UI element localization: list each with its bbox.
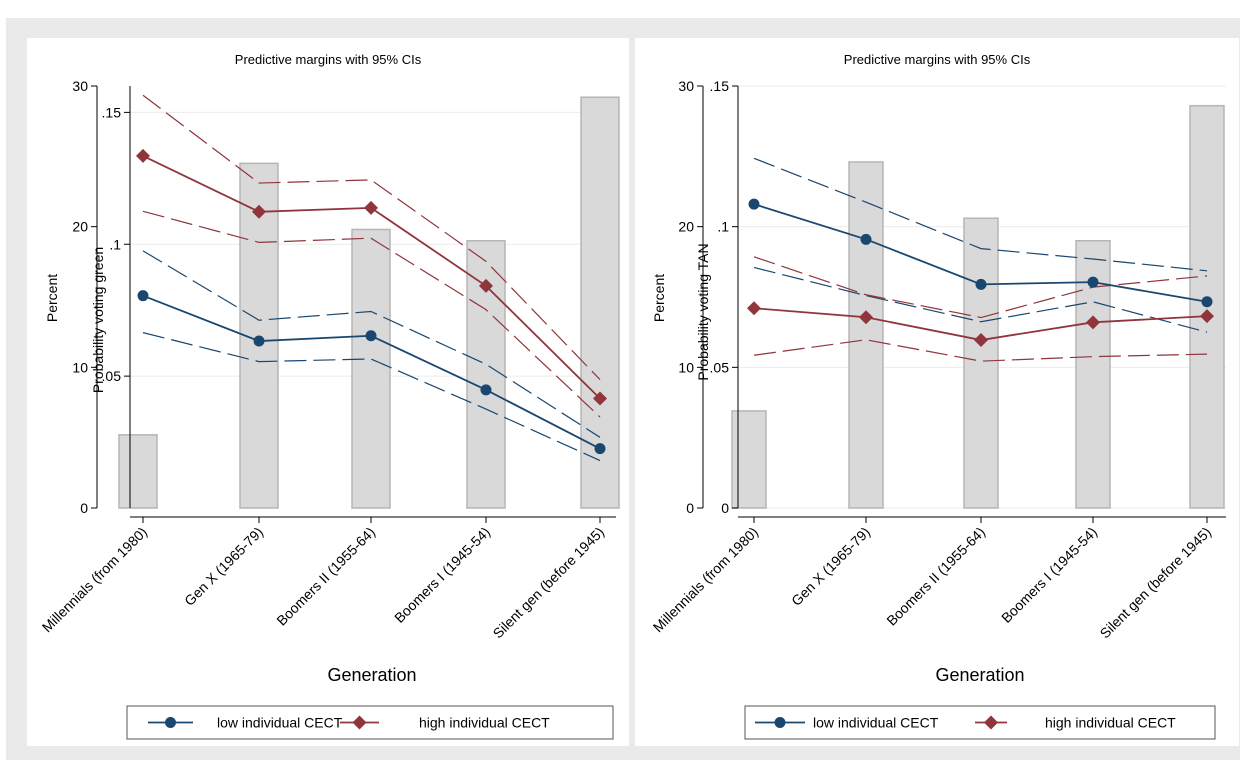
prob-axis-tick-label: .1 (109, 236, 121, 252)
legend-marker-circle (165, 717, 176, 728)
left-axis-tick-label: 10 (678, 359, 694, 375)
marker-diamond (747, 301, 761, 316)
legend-label: high individual CECT (1045, 715, 1176, 731)
prob-axis-tick-label: .15 (710, 78, 730, 94)
bar (118, 434, 158, 509)
legend-marker-diamond (984, 715, 998, 730)
ci-upper-line (142, 94, 601, 380)
prob-axis-tick-label: 0 (721, 500, 729, 516)
marker-circle (975, 278, 987, 290)
left-axis-title: Percent (651, 274, 667, 322)
left-axis-tick-label: 20 (678, 219, 694, 235)
ci-lower-line (753, 266, 1208, 333)
marker-circle (253, 335, 265, 347)
marker-diamond (1086, 315, 1100, 330)
ci-lower-line (142, 210, 601, 418)
left-axis-tick-label: 10 (72, 359, 88, 375)
ci-lower-line (753, 339, 1208, 362)
ci-upper-line (142, 250, 601, 438)
marker-circle (860, 233, 872, 245)
marker-diamond (593, 391, 607, 406)
panel-2-background (635, 38, 1239, 746)
marker-circle (137, 290, 149, 302)
marker-circle (1201, 296, 1213, 308)
panel-1-background (27, 38, 629, 746)
left-axis-title: Percent (44, 274, 60, 322)
marker-circle (365, 330, 377, 342)
marker-circle (480, 384, 492, 396)
legend-label: low individual CECT (217, 715, 343, 731)
x-axis-title: Generation (935, 665, 1024, 685)
bar (731, 410, 767, 509)
marker-diamond (364, 200, 378, 215)
marker-diamond (136, 148, 150, 163)
marker-diamond (1200, 309, 1214, 324)
ci-upper-line (753, 157, 1208, 272)
left-axis-tick-label: 0 (80, 500, 88, 516)
marker-diamond (859, 310, 873, 325)
bar (963, 217, 999, 509)
chart-title: Predictive margins with 95% CIs (235, 52, 422, 67)
marker-diamond (479, 278, 493, 293)
legend-marker-circle (774, 717, 786, 728)
marker-circle (748, 198, 760, 210)
marker-circle (594, 443, 606, 455)
bar (848, 161, 884, 509)
marker-diamond (974, 333, 988, 348)
legend-label: low individual CECT (813, 715, 939, 731)
x-axis-title: Generation (327, 665, 416, 685)
left-axis-tick-label: 20 (72, 219, 88, 235)
legend: low individual CECT high individual CECT (126, 705, 614, 740)
prob-axis-tick-label: .1 (717, 219, 729, 235)
ci-lower-line (142, 332, 601, 462)
prob-axis-tick-label: .15 (102, 104, 122, 120)
legend-marker-diamond (352, 715, 367, 730)
prob-axis-tick-label: .05 (102, 368, 122, 384)
left-axis-tick-label: 0 (686, 500, 694, 516)
left-axis-tick-label: 30 (72, 78, 88, 94)
marker-diamond (252, 204, 266, 219)
marker-circle (1087, 276, 1099, 288)
prob-axis-title: Probability voting TAN (695, 243, 711, 380)
prob-axis-title: Probability voting green (90, 247, 106, 393)
legend-label: high individual CECT (419, 715, 550, 731)
bar (351, 228, 391, 509)
prob-axis-tick-label: .05 (710, 359, 730, 375)
bar (580, 96, 620, 509)
legend: low individual CECT high individual CECT (744, 705, 1216, 740)
chart-title: Predictive margins with 95% CIs (844, 52, 1031, 67)
ci-upper-line (753, 256, 1208, 319)
left-axis-tick-label: 30 (678, 78, 694, 94)
